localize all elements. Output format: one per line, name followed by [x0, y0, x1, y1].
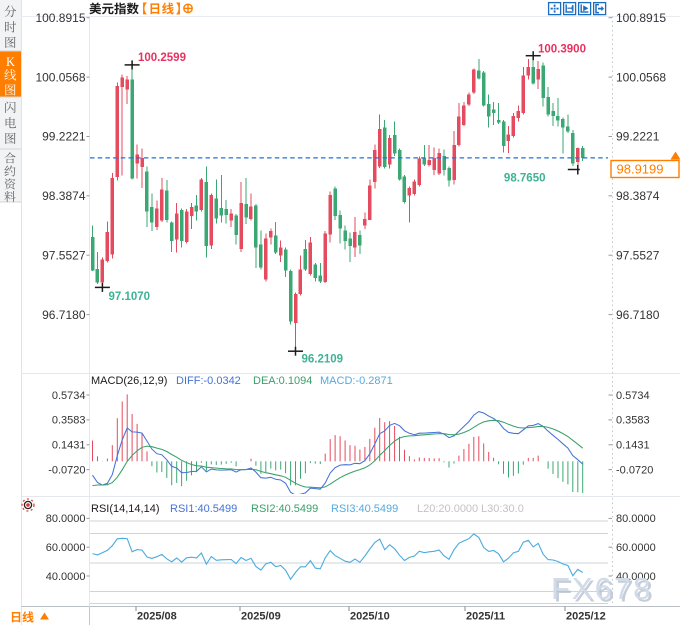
svg-text:DEA:0.1094: DEA:0.1094 [253, 375, 312, 387]
svg-text:RSI1:40.5499: RSI1:40.5499 [170, 503, 237, 515]
svg-text:40.0000: 40.0000 [616, 571, 656, 583]
svg-text:-0.0720: -0.0720 [48, 464, 85, 476]
svg-text:2025/11: 2025/11 [466, 611, 505, 623]
svg-text:100.3900: 100.3900 [538, 44, 586, 56]
svg-text:97.5527: 97.5527 [616, 248, 660, 262]
svg-text:0.3583: 0.3583 [52, 415, 86, 427]
svg-text:60.0000: 60.0000 [46, 542, 86, 554]
svg-text:98.3874: 98.3874 [42, 189, 86, 203]
svg-text:80.0000: 80.0000 [616, 513, 656, 525]
svg-text:DIFF:-0.0342: DIFF:-0.0342 [176, 375, 241, 387]
svg-text:0.1431: 0.1431 [616, 440, 650, 452]
svg-text:L20:20.0000: L20:20.0000 [417, 503, 478, 515]
svg-text:FX678: FX678 [551, 571, 652, 606]
svg-text:2025/10: 2025/10 [350, 611, 390, 623]
svg-text:2025/12: 2025/12 [566, 611, 606, 623]
svg-text:99.2221: 99.2221 [42, 130, 86, 144]
svg-text:97.1070: 97.1070 [109, 291, 151, 303]
svg-text:100.8915: 100.8915 [35, 11, 85, 25]
svg-text:96.7180: 96.7180 [42, 308, 86, 322]
svg-text:MACD:-0.2871: MACD:-0.2871 [320, 375, 393, 387]
svg-text:97.5527: 97.5527 [42, 248, 86, 262]
svg-text:2025/09: 2025/09 [241, 611, 281, 623]
svg-text:100.8915: 100.8915 [616, 11, 666, 25]
svg-text:60.0000: 60.0000 [616, 542, 656, 554]
svg-text:RSI2:40.5499: RSI2:40.5499 [251, 503, 318, 515]
svg-text:-0.0720: -0.0720 [616, 464, 653, 476]
svg-text:98.7650: 98.7650 [504, 173, 546, 185]
svg-text:98.9199: 98.9199 [617, 162, 664, 177]
svg-text:100.0568: 100.0568 [35, 70, 85, 84]
svg-text:RSI(14,14,14): RSI(14,14,14) [91, 503, 159, 515]
svg-text:0.5734: 0.5734 [52, 390, 86, 402]
svg-text:2025/08: 2025/08 [137, 611, 177, 623]
svg-text:0.3583: 0.3583 [616, 415, 650, 427]
svg-text:100.0568: 100.0568 [616, 70, 666, 84]
svg-text:K: K [6, 55, 15, 69]
svg-text:80.0000: 80.0000 [46, 513, 86, 525]
svg-text:98.3874: 98.3874 [616, 189, 660, 203]
svg-text:0.1431: 0.1431 [52, 440, 86, 452]
svg-text:99.2221: 99.2221 [616, 130, 660, 144]
svg-text:MACD(26,12,9): MACD(26,12,9) [91, 375, 167, 387]
svg-text:L30:30.0: L30:30.0 [481, 503, 524, 515]
svg-text:RSI3:40.5499: RSI3:40.5499 [331, 503, 398, 515]
svg-text:0.5734: 0.5734 [616, 390, 650, 402]
svg-text:96.7180: 96.7180 [616, 308, 660, 322]
svg-text:96.2109: 96.2109 [302, 354, 344, 366]
svg-text:100.2599: 100.2599 [138, 52, 186, 64]
svg-text:FX678: FX678 [554, 574, 655, 609]
svg-text:40.0000: 40.0000 [46, 571, 86, 583]
